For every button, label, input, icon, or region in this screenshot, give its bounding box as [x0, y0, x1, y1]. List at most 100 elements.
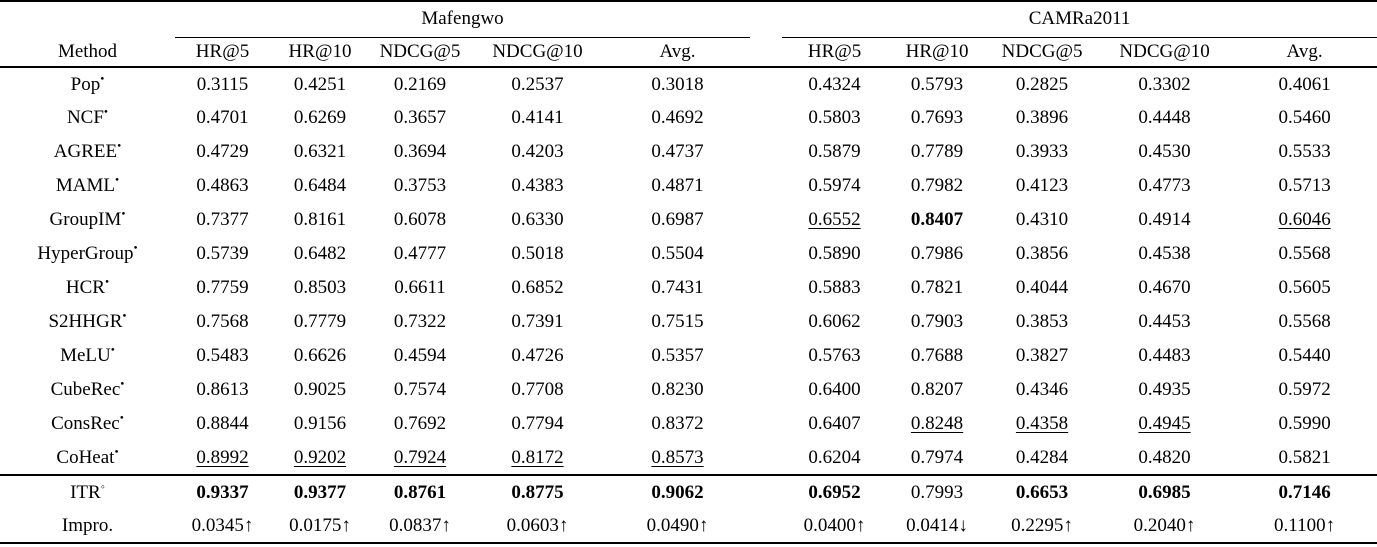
table-row: CoHeat• 0.8992 0.9202 0.7924 0.8172 0.8573 0.6…: [0, 441, 1377, 476]
group-gap: [750, 237, 782, 271]
method-cell: Impro.: [61, 514, 114, 536]
metric-value: 0.6269: [293, 107, 347, 128]
table-row: ITR◦ 0.9337 0.9377 0.8761 0.8775 0.9062 0.6952…: [0, 475, 1377, 509]
metric-value: 0.7431: [651, 277, 704, 298]
metric-value: 0.5568: [1278, 311, 1331, 332]
metric-header-row: Method HR@5 HR@10 NDCG@5 NDCG@10 Avg. HR…: [0, 37, 1377, 68]
metric-value: 0.3302: [1138, 73, 1191, 95]
metric-value: 0.4701: [196, 107, 249, 128]
metric-value: 0.6400: [808, 379, 861, 400]
group-gap: [750, 169, 782, 203]
method-cell: CubeRec•: [50, 377, 125, 400]
method-mark: •: [103, 105, 109, 119]
metric-value: 0.5990: [1278, 413, 1331, 434]
metric-value: 0.3896: [1015, 107, 1069, 128]
metric-value: 0.7924: [370, 441, 470, 476]
metric-value: 0.4383: [511, 175, 564, 196]
metric-value: 0.5533: [1278, 141, 1331, 162]
metric-value: 0.4914: [1138, 209, 1191, 230]
metric-value: 0.5739: [196, 243, 249, 264]
method-cell: CoHeat•: [0, 441, 175, 476]
metric-value: 0.7568: [196, 311, 249, 332]
metric-value: 0.5568: [1278, 243, 1331, 264]
metric-value: 0.4310: [1015, 209, 1069, 230]
table-body: Pop• 0.3115 0.4251 0.2169 0.2537 0.3018 0.4324…: [0, 67, 1377, 543]
column-header-camra2011-avg: Avg.: [1232, 37, 1377, 68]
group-gap: [750, 441, 783, 476]
metric-value: 0.3753: [393, 175, 447, 196]
metric-value: 0.4044: [1015, 277, 1069, 298]
method-cell: HCR•: [65, 275, 110, 298]
metric-value: 0.5504: [651, 243, 704, 264]
table-row: HyperGroup• 0.5739 0.6482 0.4777 0.5018 0.550…: [0, 237, 1377, 271]
metric-value: 0.4141: [511, 107, 564, 128]
group-header-row: Mafengwo CAMRa2011: [0, 1, 1377, 38]
group-header-camra2011: CAMRa2011: [782, 1, 1377, 38]
metric-value: 0.3694: [393, 141, 447, 162]
metric-value: 0.8573: [605, 441, 751, 476]
metric-value: 0.9156: [293, 413, 347, 434]
metric-value: 0.7391: [511, 311, 564, 332]
method-mark: •: [114, 445, 119, 459]
metric-value: 0.6985: [1138, 481, 1191, 503]
metric-value: 0.4777: [393, 243, 447, 264]
column-header-mafengwo-hr10: HR@10: [270, 37, 370, 68]
metric-value: 0.7794: [511, 413, 564, 434]
metric-value: 0.2825: [1015, 73, 1069, 95]
metric-value: 0.4203: [511, 141, 564, 162]
group-gap: [750, 305, 782, 339]
method-cell: AGREE•: [53, 139, 122, 162]
method-cell: ITR◦: [70, 480, 105, 503]
group-header-mafengwo: Mafengwo: [175, 1, 751, 38]
metric-value: 0.7779: [293, 311, 347, 332]
metric-value: 0.4538: [1138, 243, 1191, 264]
method-cell: Pop•: [70, 72, 105, 95]
metric-value: 0.8503: [293, 277, 347, 298]
metric-value: 0.8844: [196, 413, 249, 434]
column-header-camra2011-hr5: HR@5: [782, 37, 888, 68]
method-cell: HyperGroup•: [37, 241, 138, 264]
metric-value: 0.8230: [651, 379, 704, 400]
metric-value: 0.6484: [293, 175, 347, 196]
table-row: Impro. 0.0345↑ 0.0175↑ 0.0837↑ 0.0603↑ 0.0490…: [0, 509, 1377, 543]
metric-value: 0.9377: [293, 481, 347, 503]
metric-value: 0.0490↑: [646, 514, 709, 536]
metric-value: 0.4346: [1015, 379, 1069, 400]
metric-value: 0.7688: [910, 345, 964, 366]
metric-value: 0.6078: [393, 209, 447, 230]
metric-value: 0.4123: [1015, 175, 1069, 196]
group-gap: [750, 373, 782, 407]
metric-value: 0.6321: [293, 141, 347, 162]
metric-value: 0.4863: [196, 175, 249, 196]
metric-value: 0.7986: [910, 243, 964, 264]
metric-value: 0.0603↑: [506, 514, 569, 536]
method-mark: ◦: [100, 480, 105, 494]
metric-value: 0.5605: [1278, 277, 1331, 298]
metric-value: 0.8207: [910, 379, 964, 400]
metric-value: 0.4773: [1138, 175, 1191, 196]
metric-value: 0.5972: [1278, 379, 1331, 400]
metric-value: 0.5440: [1278, 345, 1331, 366]
metric-value: 0.4945: [1138, 413, 1191, 434]
metric-value: 0.4729: [196, 141, 249, 162]
group-gap: [750, 203, 782, 237]
metric-value: 0.6204: [782, 441, 888, 476]
metric-value: 0.4448: [1138, 107, 1191, 128]
metric-value: 0.0837↑: [389, 514, 451, 536]
table-row: MeLU• 0.5483 0.6626 0.4594 0.4726 0.5357 0.576…: [0, 339, 1377, 373]
method-cell: GroupIM•: [49, 207, 126, 230]
table-row: NCF• 0.4701 0.6269 0.3657 0.4141 0.4692 0.5803…: [0, 101, 1377, 135]
metric-value: 0.5879: [808, 141, 861, 162]
metric-value: 0.3657: [393, 107, 447, 128]
metric-value: 0.7146: [1278, 481, 1331, 503]
method-mark: •: [100, 72, 105, 86]
metric-value: 0.8172: [470, 441, 605, 476]
metric-value: 0.6062: [808, 311, 861, 332]
metric-value: 0.4737: [651, 141, 704, 162]
metric-value: 0.4453: [1138, 311, 1191, 332]
method-mark: •: [119, 411, 124, 425]
method-cell: NCF•: [66, 105, 109, 128]
metric-value: 0.4358: [1015, 413, 1069, 434]
metric-value: 0.6330: [511, 209, 564, 230]
